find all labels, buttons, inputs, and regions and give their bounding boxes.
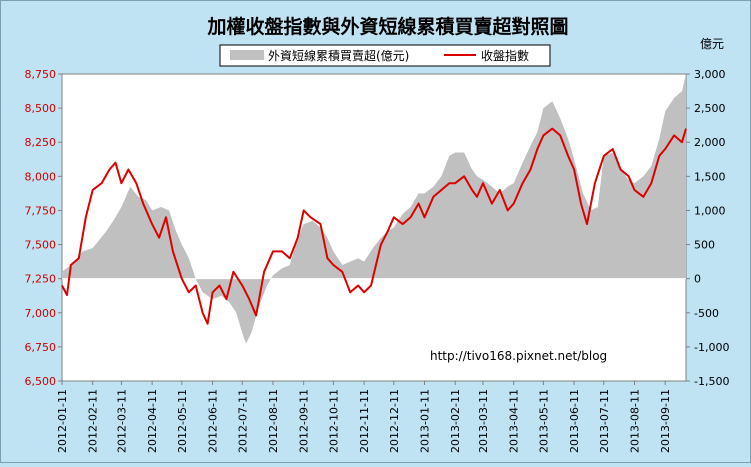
left-tick-label: 8,750 xyxy=(25,68,57,81)
legend: 外資短線累積買賣超(億元) 收盤指數 xyxy=(219,44,551,67)
series-area-foreign xyxy=(62,74,686,344)
legend-box xyxy=(219,44,551,67)
x-tick-label: 2012-09-11 xyxy=(298,389,311,453)
x-tick-label: 2012-06-11 xyxy=(207,389,220,453)
x-tick-label: 2012-03-11 xyxy=(115,389,128,453)
watermark: http://tivo168.pixnet.net/blog xyxy=(430,349,607,363)
right-tick-label: 2,500 xyxy=(694,102,726,115)
x-tick-label: 2012-12-11 xyxy=(388,389,401,453)
left-tick-label: 8,500 xyxy=(25,102,57,115)
x-tick-label: 2013-07-11 xyxy=(598,389,611,453)
legend-swatch-foreign xyxy=(230,50,264,60)
left-tick-label: 6,750 xyxy=(25,341,57,354)
left-tick-label: 7,000 xyxy=(25,307,57,320)
right-tick-label: 2,000 xyxy=(694,136,726,149)
line-layer xyxy=(61,127,687,325)
right-tick-label: -1,000 xyxy=(694,341,729,354)
right-axis: -1,500 -1,000 -500 0 500 1,000 1,500 2,000 2,500… xyxy=(686,68,729,388)
x-tick-label: 2012-05-11 xyxy=(176,389,189,453)
left-tick-label: 7,500 xyxy=(25,239,57,252)
right-tick-label: -1,500 xyxy=(694,375,729,388)
right-tick-label: 0 xyxy=(694,273,701,286)
chart-title: 加權收盤指數與外資短線累積買賣超對照圖 xyxy=(206,15,568,38)
x-tick-label: 2013-03-11 xyxy=(477,389,490,453)
x-tick-label: 2013-08-11 xyxy=(628,389,641,453)
x-tick-label: 2013-01-11 xyxy=(419,389,432,453)
series-line-index xyxy=(61,127,687,325)
x-tick-label: 2013-04-11 xyxy=(508,389,521,453)
right-tick-label: -500 xyxy=(694,307,719,320)
left-tick-label: 7,750 xyxy=(25,204,57,217)
right-tick-label: 1,500 xyxy=(694,170,726,183)
x-tick-label: 2012-10-11 xyxy=(327,389,340,453)
right-tick-label: 1,000 xyxy=(694,204,726,217)
x-tick-label: 2013-02-11 xyxy=(449,389,462,453)
x-tick-label: 2012-02-11 xyxy=(87,389,100,453)
left-tick-label: 8,000 xyxy=(25,170,57,183)
right-tick-label: 3,000 xyxy=(694,68,726,81)
x-tick-label: 2013-06-11 xyxy=(568,389,581,453)
x-tick-label: 2012-01-11 xyxy=(56,389,69,453)
x-tick-label: 2012-04-11 xyxy=(146,389,159,453)
legend-label-foreign: 外資短線累積買賣超(億元) xyxy=(268,48,409,63)
x-tick-label: 2012-07-11 xyxy=(236,389,249,453)
left-tick-label: 7,250 xyxy=(25,273,57,286)
area-layer xyxy=(62,74,686,344)
x-tick-label: 2013-09-11 xyxy=(659,389,672,453)
left-tick-label: 6,500 xyxy=(25,375,57,388)
x-tick-label: 2012-08-11 xyxy=(267,389,280,453)
legend-label-index: 收盤指數 xyxy=(481,48,529,63)
left-tick-label: 8,250 xyxy=(25,136,57,149)
x-tick-label: 2012-11-11 xyxy=(358,389,371,453)
right-axis-unit: 億元 xyxy=(700,37,724,51)
left-axis: 6,500 6,750 7,000 7,250 7,500 7,750 8,000 8,250… xyxy=(25,68,62,388)
x-tick-label: 2013-05-11 xyxy=(537,389,550,453)
x-axis: 2012-01-11 2012-02-11 2012-03-11 2012-04-11… xyxy=(56,381,672,453)
right-tick-label: 500 xyxy=(694,239,715,252)
